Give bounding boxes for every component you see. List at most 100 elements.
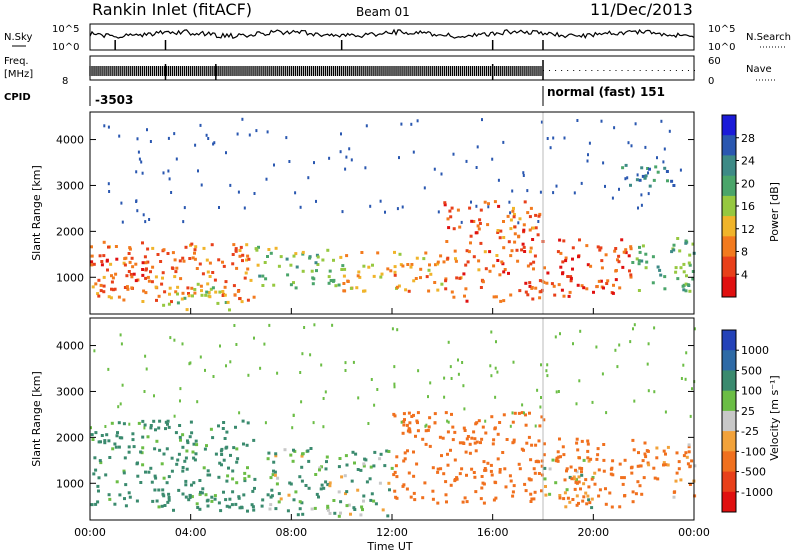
power-cell: [440, 172, 443, 176]
velocity-cell: [647, 389, 650, 393]
power-cell: [146, 247, 150, 251]
power-cell: [488, 269, 492, 273]
power-cell: [236, 132, 239, 136]
power-cell: [159, 260, 163, 263]
power-cell: [427, 268, 431, 272]
velocity-cell: [416, 429, 420, 433]
velocity-cell: [224, 498, 228, 502]
velocity-cell: [337, 514, 341, 518]
velocity-cell: [609, 472, 613, 476]
velocity-cell: [152, 419, 156, 423]
power-cell: [494, 295, 498, 299]
velocity-cell: [124, 483, 128, 487]
velocity-cell: [440, 454, 443, 458]
power-cell: [292, 254, 296, 258]
velocity-cell: [483, 467, 487, 470]
power-cell: [614, 269, 618, 273]
power-cell: [311, 282, 315, 286]
velocity-cell: [443, 376, 446, 380]
power-cell: [495, 254, 499, 257]
power-cell: [194, 245, 198, 249]
power-cell: [557, 283, 561, 287]
power-cell: [569, 275, 573, 279]
velocity-cell: [444, 411, 448, 415]
power-cell: [410, 263, 414, 266]
power-cell: [398, 156, 400, 160]
power-cell: [566, 275, 570, 278]
velocity-cell: [164, 420, 168, 424]
velocity-cell: [318, 466, 322, 470]
power-cell: [511, 189, 514, 193]
power-cell: [621, 166, 625, 170]
velocity-cell: [490, 374, 493, 378]
power-cell: [647, 192, 650, 196]
x-tick-label: 00:00: [74, 526, 106, 539]
power-cell: [448, 209, 452, 213]
power-cell: [136, 278, 140, 282]
power-cell: [443, 201, 447, 205]
power-cell: [620, 238, 624, 242]
velocity-cell: [540, 464, 544, 468]
velocity-cell: [343, 474, 347, 478]
velocity-cell: [203, 447, 207, 451]
velocity-cell: [299, 371, 302, 374]
power-cell: [571, 267, 574, 271]
velocity-cell: [477, 419, 481, 423]
power-cell: [118, 134, 121, 138]
power-cell: [450, 290, 454, 294]
y-tick-label: 1000: [56, 271, 84, 284]
velocity-cell: [234, 425, 237, 429]
velocity-cell: [442, 472, 446, 476]
power-cell: [598, 248, 602, 252]
power-cell: [546, 271, 550, 275]
power-cell: [225, 151, 227, 155]
velocity-cell: [632, 327, 634, 331]
velocity-cell: [415, 419, 419, 423]
power-cell: [134, 262, 138, 266]
velocity-cell: [181, 433, 185, 437]
power-cell: [246, 254, 250, 258]
power-cell: [592, 290, 595, 294]
power-cell: [444, 277, 448, 281]
velocity-cell: [337, 490, 341, 494]
power-cell: [261, 284, 265, 287]
power-cell: [460, 220, 463, 224]
velocity-cell: [473, 437, 477, 441]
power-cell: [437, 210, 440, 214]
power-cell: [168, 286, 172, 290]
velocity-cell: [356, 488, 360, 492]
power-cell: [515, 248, 519, 252]
velocity-cell: [151, 499, 155, 503]
velocity-cell: [127, 450, 131, 454]
power-cell: [371, 263, 374, 267]
velocity-cell: [379, 452, 383, 456]
velocity-cell: [242, 442, 245, 446]
velocity-cell: [675, 451, 679, 455]
velocity-cell: [643, 441, 647, 445]
velocity-cell: [167, 475, 171, 479]
velocity-cell: [288, 481, 292, 485]
velocity-cell: [276, 371, 279, 375]
nave-dot: [621, 70, 623, 71]
power-cell: [266, 255, 269, 258]
velocity-cell: [570, 477, 574, 481]
power-cell: [454, 257, 457, 261]
power-cell: [624, 163, 628, 167]
velocity-cell: [179, 387, 182, 391]
power-colorbar-tick-label: 12: [741, 223, 755, 236]
power-cell: [102, 240, 106, 244]
power-cell: [99, 283, 103, 287]
velocity-cell: [539, 405, 542, 409]
velocity-cell: [536, 388, 539, 392]
freq-unit: [MHz]: [4, 69, 33, 80]
velocity-cell: [149, 424, 153, 427]
power-cell: [238, 297, 242, 301]
velocity-cell: [484, 419, 487, 423]
velocity-cell: [463, 407, 466, 411]
velocity-cell: [466, 435, 470, 438]
velocity-cell: [618, 343, 621, 347]
velocity-cell: [124, 504, 128, 508]
power-cell: [255, 248, 259, 252]
power-cell: [458, 276, 462, 280]
nsky-tick-top: 10^5: [52, 24, 79, 35]
